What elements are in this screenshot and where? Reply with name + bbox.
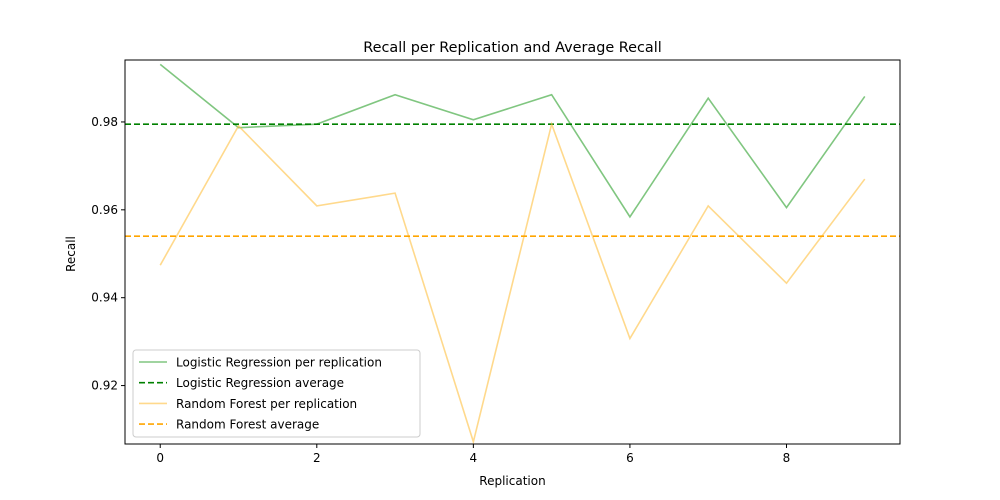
legend-label-1: Logistic Regression average bbox=[176, 376, 344, 390]
y-tick-label: 0.96 bbox=[91, 203, 118, 217]
y-tick-label: 0.92 bbox=[91, 379, 118, 393]
x-axis-title: Replication bbox=[479, 474, 545, 488]
y-tick-label: 0.94 bbox=[91, 291, 118, 305]
plot-frame bbox=[124, 59, 901, 445]
x-tick-label: 8 bbox=[783, 451, 791, 465]
x-tick-label: 2 bbox=[313, 451, 321, 465]
x-tick-label: 4 bbox=[470, 451, 478, 465]
y-tick-label: 0.98 bbox=[91, 115, 118, 129]
series-0-line bbox=[159, 63, 866, 219]
x-tick-label: 6 bbox=[626, 451, 634, 465]
series-2-line bbox=[159, 121, 866, 445]
legend-box bbox=[132, 349, 421, 438]
chart-title: Recall per Replication and Average Recal… bbox=[363, 40, 661, 56]
x-tick-label: 0 bbox=[156, 451, 164, 465]
plot-area: 0 2 4 6 8 0.92 0.94 0.96 0.98 bbox=[91, 59, 901, 465]
legend-label-0: Logistic Regression per replication bbox=[176, 356, 382, 370]
legend-label-3: Random Forest average bbox=[176, 418, 319, 432]
legend-label-2: Random Forest per replication bbox=[176, 397, 357, 411]
y-axis-title: Recall bbox=[64, 236, 78, 272]
legend: Logistic Regression per replication Logis… bbox=[132, 349, 421, 438]
